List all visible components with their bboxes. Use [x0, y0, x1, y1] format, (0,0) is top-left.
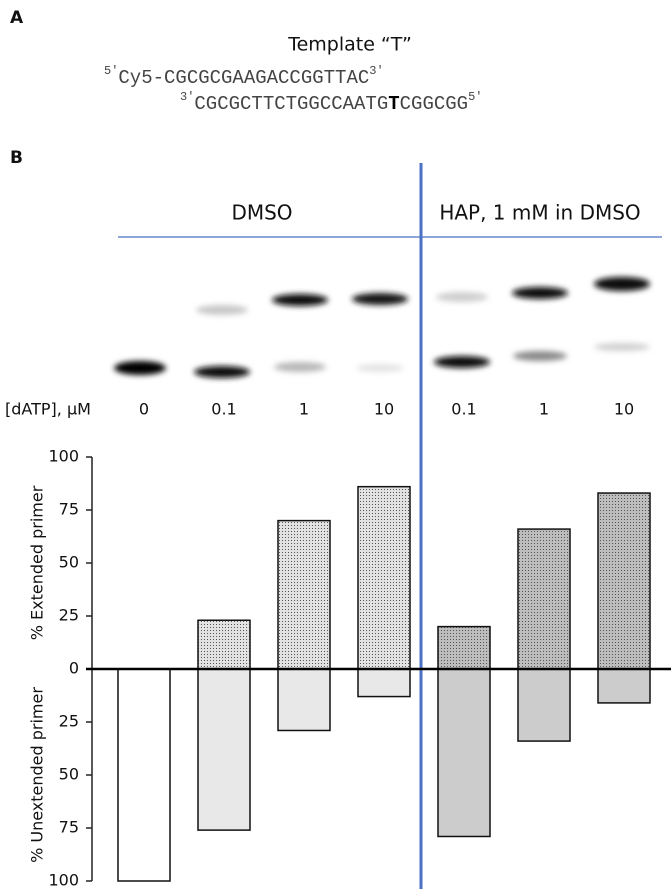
template-base: T: [388, 93, 399, 115]
gel-band: [434, 356, 490, 368]
y-tick-label: 25: [59, 712, 79, 731]
bar: [358, 487, 410, 669]
group-label: DMSO: [231, 201, 292, 225]
template-text: CGCGCTTCTGGCCAATG: [194, 93, 388, 115]
gel-band: [194, 366, 250, 378]
prime-end: 3′: [180, 90, 194, 104]
y-tick-label: 75: [59, 500, 79, 519]
bar: [518, 669, 570, 741]
y-tick-label: 50: [59, 553, 79, 572]
bar: [438, 627, 490, 669]
template-title: Template “T”: [287, 34, 412, 56]
lane-label: 10: [614, 400, 634, 419]
y-axis-label: % Extended primer: [28, 485, 47, 640]
gel-band: [513, 351, 567, 361]
y-tick-label: 100: [48, 871, 79, 889]
bar: [278, 521, 330, 669]
y-tick-label: 100: [48, 447, 79, 466]
lane-axis-label: [dATP], µM: [5, 400, 91, 419]
bar: [518, 529, 570, 669]
lane-label: 0.1: [451, 400, 476, 419]
gel-band: [594, 277, 650, 291]
gel-band: [114, 361, 166, 375]
prime-end: 5′: [104, 64, 118, 78]
sequence-primer: 5′Cy5-CGCGCGAAGACCGGTTAC3′: [104, 64, 384, 89]
panel-label: A: [10, 8, 24, 28]
panel-label: B: [10, 148, 23, 168]
y-tick-label: 0: [69, 659, 79, 678]
gel-band: [594, 343, 650, 351]
gel-band: [352, 293, 408, 305]
gel-band: [274, 362, 326, 372]
gel-band: [436, 292, 488, 302]
lane-label: 1: [539, 400, 549, 419]
figure: A Template “T” 5′Cy5-CGCGCGAAGACCGGTTAC3…: [0, 0, 671, 889]
prime-end: 3′: [369, 64, 383, 78]
lane-label: 0.1: [211, 400, 236, 419]
template-text: CGGCGG: [400, 93, 468, 115]
gel-band: [512, 287, 568, 299]
gel-band: [356, 364, 404, 372]
gel-band: [196, 305, 248, 315]
bar: [198, 669, 250, 830]
group-label: HAP, 1 mM in DMSO: [439, 201, 640, 225]
primer-text: Cy5-CGCGCGAAGACCGGTTAC: [118, 67, 369, 89]
sequence-template: 3′CGCGCTTCTGGCCAATGTCGGCGG5′: [180, 90, 482, 115]
bar: [278, 669, 330, 730]
bar: [438, 669, 490, 836]
y-tick-label: 50: [59, 765, 79, 784]
lane-label: 0: [139, 400, 149, 419]
bar: [598, 493, 650, 669]
plot: 100 75 50 25 0 25 50 75 100 0 0.1 1 10 0.1 1 10: [48, 400, 671, 889]
bar: [358, 669, 410, 697]
prime-end: 5′: [468, 90, 482, 104]
y-tick-label: 25: [59, 606, 79, 625]
bar: [118, 669, 170, 881]
gel-band: [272, 294, 328, 306]
bar: [598, 669, 650, 703]
bar: [198, 620, 250, 669]
gel: [114, 277, 650, 378]
lane-label: 1: [299, 400, 309, 419]
lane-label: 10: [374, 400, 394, 419]
y-axis-label: % Unextended primer: [28, 687, 47, 863]
y-tick-label: 75: [59, 818, 79, 837]
